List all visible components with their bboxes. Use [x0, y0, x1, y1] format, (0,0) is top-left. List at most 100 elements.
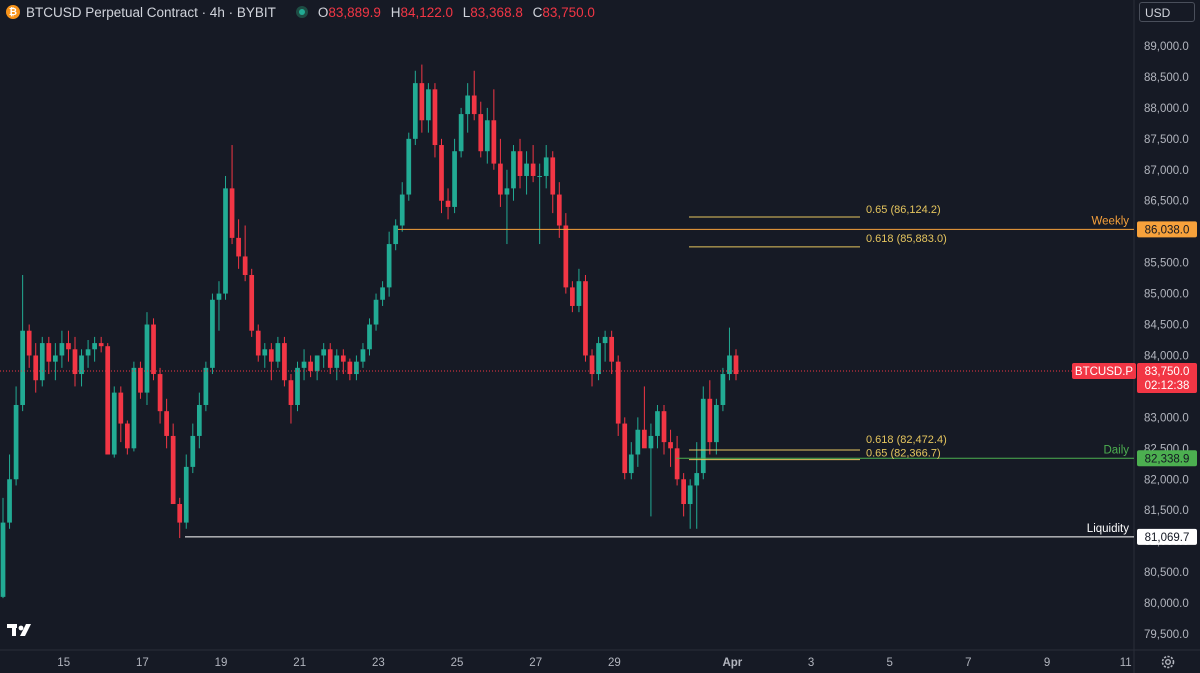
candle-body[interactable]: [602, 336, 608, 344]
candle-body[interactable]: [700, 398, 706, 474]
candle-body[interactable]: [275, 343, 281, 362]
candle-body[interactable]: [347, 361, 353, 375]
candle-body[interactable]: [39, 343, 45, 381]
candle-body[interactable]: [196, 404, 202, 436]
candle-body[interactable]: [419, 83, 425, 121]
candle-body[interactable]: [399, 194, 405, 226]
candle-body[interactable]: [491, 120, 497, 164]
candle-body[interactable]: [26, 330, 32, 356]
candle-body[interactable]: [373, 299, 379, 325]
candle-body[interactable]: [674, 448, 680, 480]
candle-body[interactable]: [360, 349, 366, 362]
candle-body[interactable]: [138, 367, 143, 393]
candle-body[interactable]: [308, 361, 313, 371]
candle-body[interactable]: [733, 355, 739, 375]
candle-body[interactable]: [92, 343, 97, 350]
candle-body[interactable]: [635, 429, 641, 455]
candle-body[interactable]: [393, 225, 399, 245]
candle-body[interactable]: [144, 324, 150, 393]
candle-body[interactable]: [301, 361, 307, 368]
candle-body[interactable]: [661, 411, 667, 443]
candle-body[interactable]: [714, 404, 719, 443]
currency-button[interactable]: USD: [1139, 2, 1195, 22]
candle-body[interactable]: [249, 275, 255, 331]
candle-body[interactable]: [59, 343, 65, 356]
candle-body[interactable]: [223, 188, 228, 294]
candle-body[interactable]: [406, 138, 412, 195]
candle-body[interactable]: [229, 188, 235, 238]
candle-body[interactable]: [628, 454, 634, 474]
candle-body[interactable]: [452, 151, 457, 207]
candle-body[interactable]: [655, 411, 660, 436]
candle-body[interactable]: [504, 188, 510, 195]
candle-body[interactable]: [426, 89, 431, 121]
candle-body[interactable]: [589, 355, 595, 375]
candle-body[interactable]: [642, 429, 647, 449]
candle-body[interactable]: [727, 355, 732, 375]
candle-body[interactable]: [550, 157, 556, 195]
candle-body[interactable]: [203, 367, 209, 405]
candle-body[interactable]: [157, 374, 163, 412]
candle-body[interactable]: [484, 120, 490, 152]
candle-body[interactable]: [124, 423, 130, 449]
candle-body[interactable]: [288, 380, 294, 405]
candle-body[interactable]: [170, 435, 176, 505]
candle-body[interactable]: [151, 324, 156, 375]
candle-body[interactable]: [242, 256, 248, 276]
candle-body[interactable]: [583, 281, 588, 356]
candle-body[interactable]: [131, 367, 137, 449]
candle-body[interactable]: [46, 343, 52, 362]
candle-body[interactable]: [511, 151, 516, 189]
candle-body[interactable]: [537, 175, 543, 177]
candle-body[interactable]: [327, 349, 333, 368]
candle-body[interactable]: [282, 343, 287, 381]
candle-body[interactable]: [321, 349, 327, 356]
candle-body[interactable]: [210, 299, 215, 368]
candle-body[interactable]: [53, 355, 58, 362]
candle-body[interactable]: [412, 83, 418, 139]
candle-body[interactable]: [164, 411, 169, 436]
candle-body[interactable]: [72, 349, 78, 375]
candle-body[interactable]: [720, 374, 726, 405]
candle-body[interactable]: [183, 466, 189, 523]
candle-body[interactable]: [681, 479, 686, 505]
candle-body[interactable]: [20, 330, 25, 405]
candle-body[interactable]: [386, 244, 392, 288]
candle-body[interactable]: [615, 361, 621, 424]
symbol-title[interactable]: BTCUSD Perpetual Contract · 4h · BYBIT: [26, 4, 276, 20]
candle-body[interactable]: [498, 163, 503, 195]
candle-body[interactable]: [570, 287, 575, 306]
candle-body[interactable]: [687, 485, 693, 505]
candle-body[interactable]: [314, 355, 320, 371]
candle-body[interactable]: [105, 346, 111, 455]
candle-body[interactable]: [563, 225, 569, 288]
candle-body[interactable]: [268, 349, 274, 362]
candle-body[interactable]: [707, 398, 713, 443]
candle-body[interactable]: [439, 145, 444, 201]
candle-body[interactable]: [458, 114, 464, 152]
candle-body[interactable]: [0, 522, 6, 597]
candle-body[interactable]: [7, 479, 12, 523]
settings-gear-icon[interactable]: [1160, 654, 1176, 670]
candle-body[interactable]: [79, 355, 84, 375]
candle-body[interactable]: [367, 324, 372, 350]
candle-body[interactable]: [524, 163, 529, 176]
candle-body[interactable]: [177, 504, 183, 523]
candle-body[interactable]: [517, 151, 523, 176]
candle-body[interactable]: [576, 281, 582, 306]
candle-body[interactable]: [236, 237, 241, 257]
candle-body[interactable]: [98, 343, 104, 347]
candle-body[interactable]: [668, 442, 673, 449]
candle-body[interactable]: [262, 349, 268, 356]
candle-body[interactable]: [432, 89, 438, 146]
candle-body[interactable]: [556, 194, 562, 226]
candle-body[interactable]: [445, 200, 451, 207]
candle-body[interactable]: [465, 95, 471, 115]
candle-body[interactable]: [334, 355, 340, 368]
candle-body[interactable]: [648, 435, 654, 449]
candle-body[interactable]: [295, 367, 300, 405]
candle-body[interactable]: [694, 473, 700, 486]
candle-body[interactable]: [478, 114, 484, 152]
candle-body[interactable]: [190, 435, 196, 467]
